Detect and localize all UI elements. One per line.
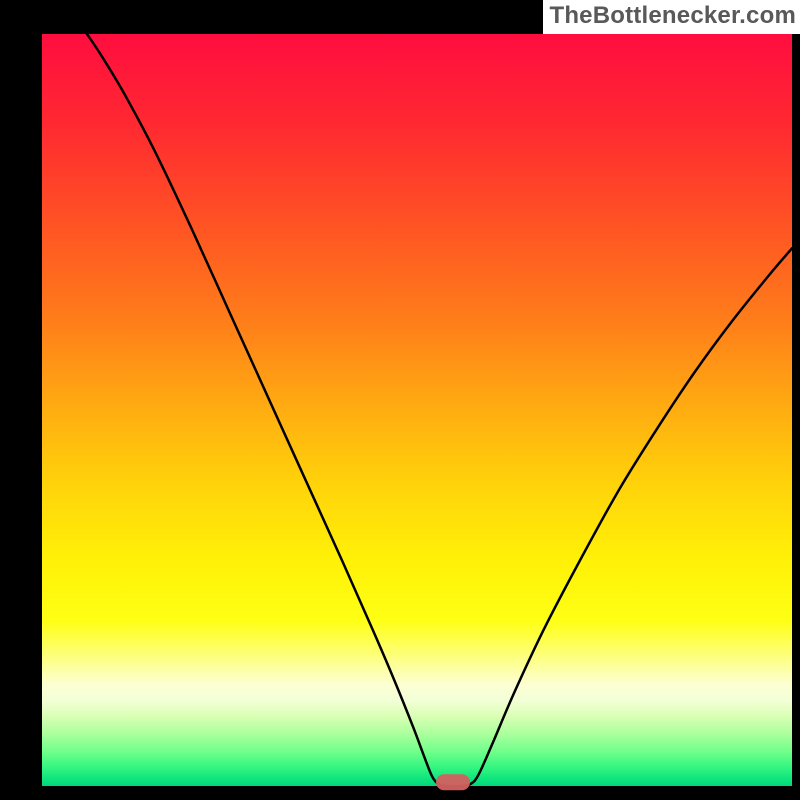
chart-container: { "watermark": { "text": "TheBottlenecke… [0,0,800,800]
plot-area-gradient [42,34,792,786]
bottleneck-chart [0,0,800,800]
watermark-label: TheBottlenecker.com [543,0,800,34]
optimal-marker [436,774,470,790]
